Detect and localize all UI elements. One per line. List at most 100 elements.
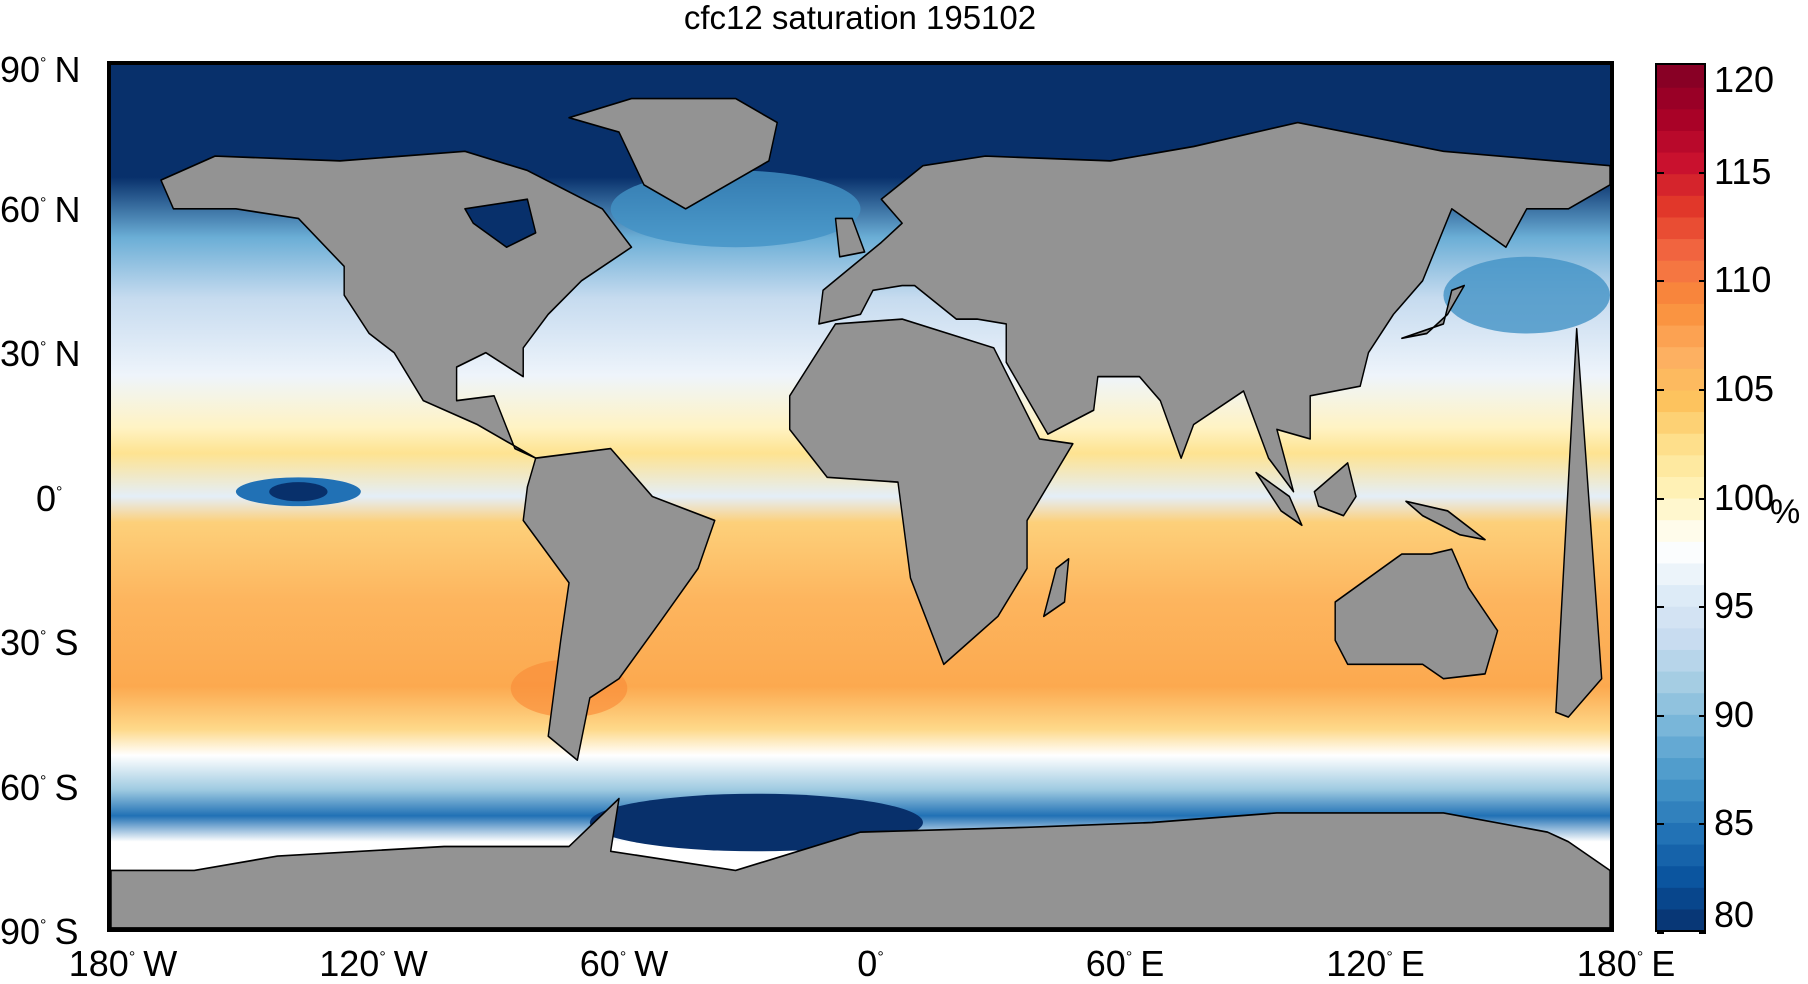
colorbar-tick-mark xyxy=(1699,823,1706,826)
colorbar-tick-label: 110 xyxy=(1714,259,1772,301)
colorbar-segment xyxy=(1657,627,1704,650)
colorbar-segment xyxy=(1657,562,1704,586)
equatorial-cold-core xyxy=(269,482,328,502)
colorbar-tick-label: 80 xyxy=(1714,894,1755,935)
lat-tick-degree: ° xyxy=(40,55,47,72)
colorbar-tick-mark xyxy=(1699,606,1706,609)
lat-tick-label: 60° N xyxy=(0,188,80,230)
lat-tick-degree: ° xyxy=(40,772,47,790)
north-pacific-cold xyxy=(1443,256,1610,334)
new-guinea xyxy=(1405,500,1486,541)
australia xyxy=(1334,548,1499,680)
lat-tick-label: 90° N xyxy=(0,52,80,88)
lat-tick-label: 30° N xyxy=(0,336,80,372)
uk xyxy=(834,217,866,258)
sumatra xyxy=(1255,471,1303,527)
colorbar-tick-mark xyxy=(1657,714,1664,717)
lon-tick-label: 180° E xyxy=(1577,944,1676,984)
lat-tick-number: 60 xyxy=(0,188,41,230)
lon-tick-degree: ° xyxy=(1636,949,1644,966)
lat-tick-hemisphere: N xyxy=(54,49,81,90)
colorbar-tick-label: 90 xyxy=(1714,693,1755,735)
colorbar-segment xyxy=(1657,584,1704,607)
lat-tick-number: 90 xyxy=(0,911,41,952)
colorbar-gradient xyxy=(1657,65,1704,930)
colorbar-segment xyxy=(1657,540,1704,564)
colorbar-segment xyxy=(1657,735,1704,759)
weddell-cold xyxy=(589,793,923,852)
colorbar-tick-label: 100 xyxy=(1714,476,1775,518)
world-map xyxy=(111,65,1610,928)
colorbar-segment xyxy=(1657,800,1704,823)
colorbar-tick-mark xyxy=(1657,497,1664,500)
colorbar-segment xyxy=(1657,151,1704,175)
lat-tick-degree: ° xyxy=(40,339,47,356)
colorbar-segment xyxy=(1657,821,1704,845)
lon-tick-number: 180 xyxy=(1576,943,1637,984)
colorbar-tick-label: 95 xyxy=(1714,585,1755,627)
lon-tick-label: 60° E xyxy=(1086,944,1164,984)
lon-tick-hemisphere: E xyxy=(1140,943,1165,984)
colorbar-segment xyxy=(1657,173,1704,196)
borneo xyxy=(1313,462,1357,517)
lon-tick-label: 60° W xyxy=(580,944,668,984)
japan xyxy=(1401,284,1465,340)
colorbar-segment xyxy=(1657,302,1704,326)
hudson-bay xyxy=(464,198,537,249)
colorbar-segment xyxy=(1657,194,1704,218)
colorbar-segment xyxy=(1657,259,1704,283)
antarctica xyxy=(111,797,1610,928)
land-masses xyxy=(111,97,1610,928)
lat-tick-number: 30 xyxy=(0,333,41,374)
colorbar-segment xyxy=(1657,497,1704,521)
lat-tick-degree: ° xyxy=(40,917,47,934)
lon-tick-number: 60 xyxy=(579,943,620,984)
colorbar-segment xyxy=(1657,713,1704,737)
lat-tick-number: 30 xyxy=(0,622,41,663)
colorbar-tick-mark xyxy=(1657,606,1664,609)
madagascar xyxy=(1042,557,1070,618)
lon-tick-number: 0 xyxy=(857,943,878,984)
lat-tick-number: 60 xyxy=(0,766,41,808)
colorbar-tick-label: 85 xyxy=(1714,802,1755,844)
colorbar-tick-mark xyxy=(1657,823,1664,826)
colorbar-tick-mark xyxy=(1657,280,1664,283)
lat-tick-degree: ° xyxy=(56,483,63,501)
colorbar-tick-label: 115 xyxy=(1714,150,1772,192)
colorbar-tick-label: 105 xyxy=(1714,367,1775,409)
lat-tick-degree: ° xyxy=(40,194,47,212)
lon-tick-hemisphere: W xyxy=(634,943,669,984)
colorbar-tick-label: 120 xyxy=(1714,59,1775,100)
colorbar-tick-mark xyxy=(1699,714,1706,717)
lon-tick-number: 180 xyxy=(68,943,129,984)
lon-tick-label: 180° W xyxy=(69,944,177,984)
colorbar-segment xyxy=(1657,908,1704,930)
lat-tick-hemisphere: S xyxy=(54,911,79,952)
lon-tick-degree: ° xyxy=(1386,949,1393,966)
colorbar-tick-mark xyxy=(1699,171,1706,174)
colorbar-segment xyxy=(1657,432,1704,456)
colorbar-segment xyxy=(1657,324,1704,348)
colorbar-segment xyxy=(1657,346,1704,369)
colorbar-segment xyxy=(1657,886,1704,910)
new-zealand xyxy=(1555,327,1603,718)
lon-tick-label: 120° W xyxy=(319,944,427,984)
lon-tick-degree: ° xyxy=(1125,949,1133,966)
lon-tick-hemisphere: E xyxy=(1651,943,1676,984)
lat-tick-degree: ° xyxy=(40,628,47,645)
africa xyxy=(788,318,1074,666)
lon-tick-number: 60 xyxy=(1085,943,1126,984)
colorbar-segment xyxy=(1657,411,1704,434)
colorbar-segment xyxy=(1657,389,1704,413)
south-america xyxy=(522,447,716,762)
lon-tick-degree: ° xyxy=(379,949,386,966)
lat-tick-number: 0 xyxy=(36,477,57,519)
lon-tick-number: 120 xyxy=(1326,943,1387,984)
colorbar-unit: % xyxy=(1770,493,1801,531)
lon-tick-degree: ° xyxy=(619,949,627,966)
colorbar-segment xyxy=(1657,605,1704,629)
colorbar-tick-mark xyxy=(1699,388,1706,391)
lat-tick-hemisphere: S xyxy=(54,766,79,808)
map-title: cfc12 saturation 195102 xyxy=(683,0,1037,36)
colorbar-segment xyxy=(1657,281,1704,304)
